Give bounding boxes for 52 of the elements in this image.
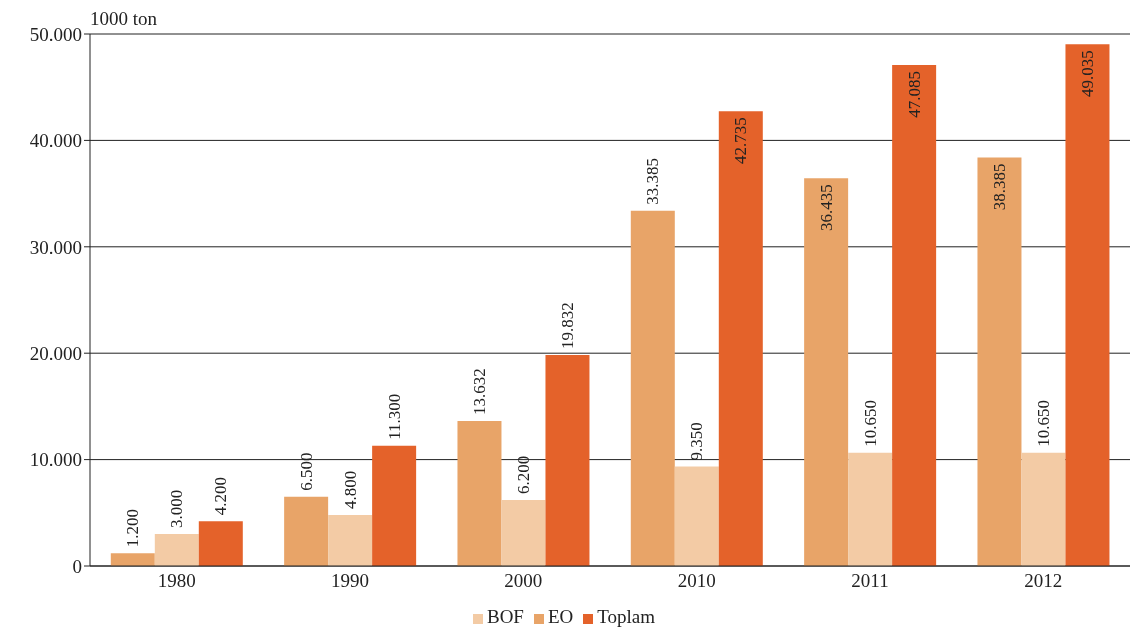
bar [674,466,719,566]
x-tick-label: 1990 [331,570,369,592]
bar [457,420,502,566]
x-tick-label: 1980 [157,570,196,592]
bar [328,514,373,566]
bar [848,452,893,566]
data-label: 9.350 [687,422,707,461]
bar [977,157,1022,566]
data-label: 1.200 [123,508,143,548]
legend-label: EO [547,606,574,627]
bar [372,445,417,566]
bar [892,65,937,566]
data-label: 6.200 [513,455,533,495]
data-label: 4.800 [340,470,360,509]
data-label: 10.650 [860,399,880,447]
y-tick-label: 0 [72,555,82,577]
data-label: 13.632 [469,368,489,415]
bar [1021,452,1066,566]
y-tick-label: 20.000 [29,342,82,364]
data-label: 4.200 [211,477,231,516]
bar [154,534,199,566]
data-label: 3.000 [167,489,187,529]
y-tick-label: 30.000 [29,236,82,258]
bar [545,354,590,566]
x-tick-label: 2010 [677,570,716,592]
data-label: 42.735 [731,117,751,165]
data-label: 36.435 [816,184,836,232]
legend-label: Toplam [597,606,656,627]
x-tick-label: 2011 [851,570,889,592]
y-tick-label: 50.000 [29,23,82,45]
legend-label: BOF [486,606,524,627]
data-label: 47.085 [904,71,924,118]
bar [501,500,546,566]
bar [630,210,675,566]
data-label: 10.650 [1033,399,1053,447]
x-tick-label: 2000 [504,570,543,592]
data-label: 33.385 [643,158,663,205]
data-label: 49.035 [1077,50,1097,98]
bar [284,496,329,566]
y-tick-label: 40.000 [29,130,82,152]
bar [198,521,243,566]
bar [718,111,763,566]
x-tick-label: 2012 [1024,570,1063,592]
y-axis-title: 1000 ton [90,8,158,30]
data-label: 38.385 [989,163,1009,211]
data-label: 6.500 [296,452,316,491]
bar [1065,44,1110,566]
y-tick-label: 10.000 [29,449,82,471]
bar [110,553,155,566]
data-label: 11.300 [384,393,404,440]
data-label: 19.832 [557,302,577,349]
bar [804,178,849,566]
